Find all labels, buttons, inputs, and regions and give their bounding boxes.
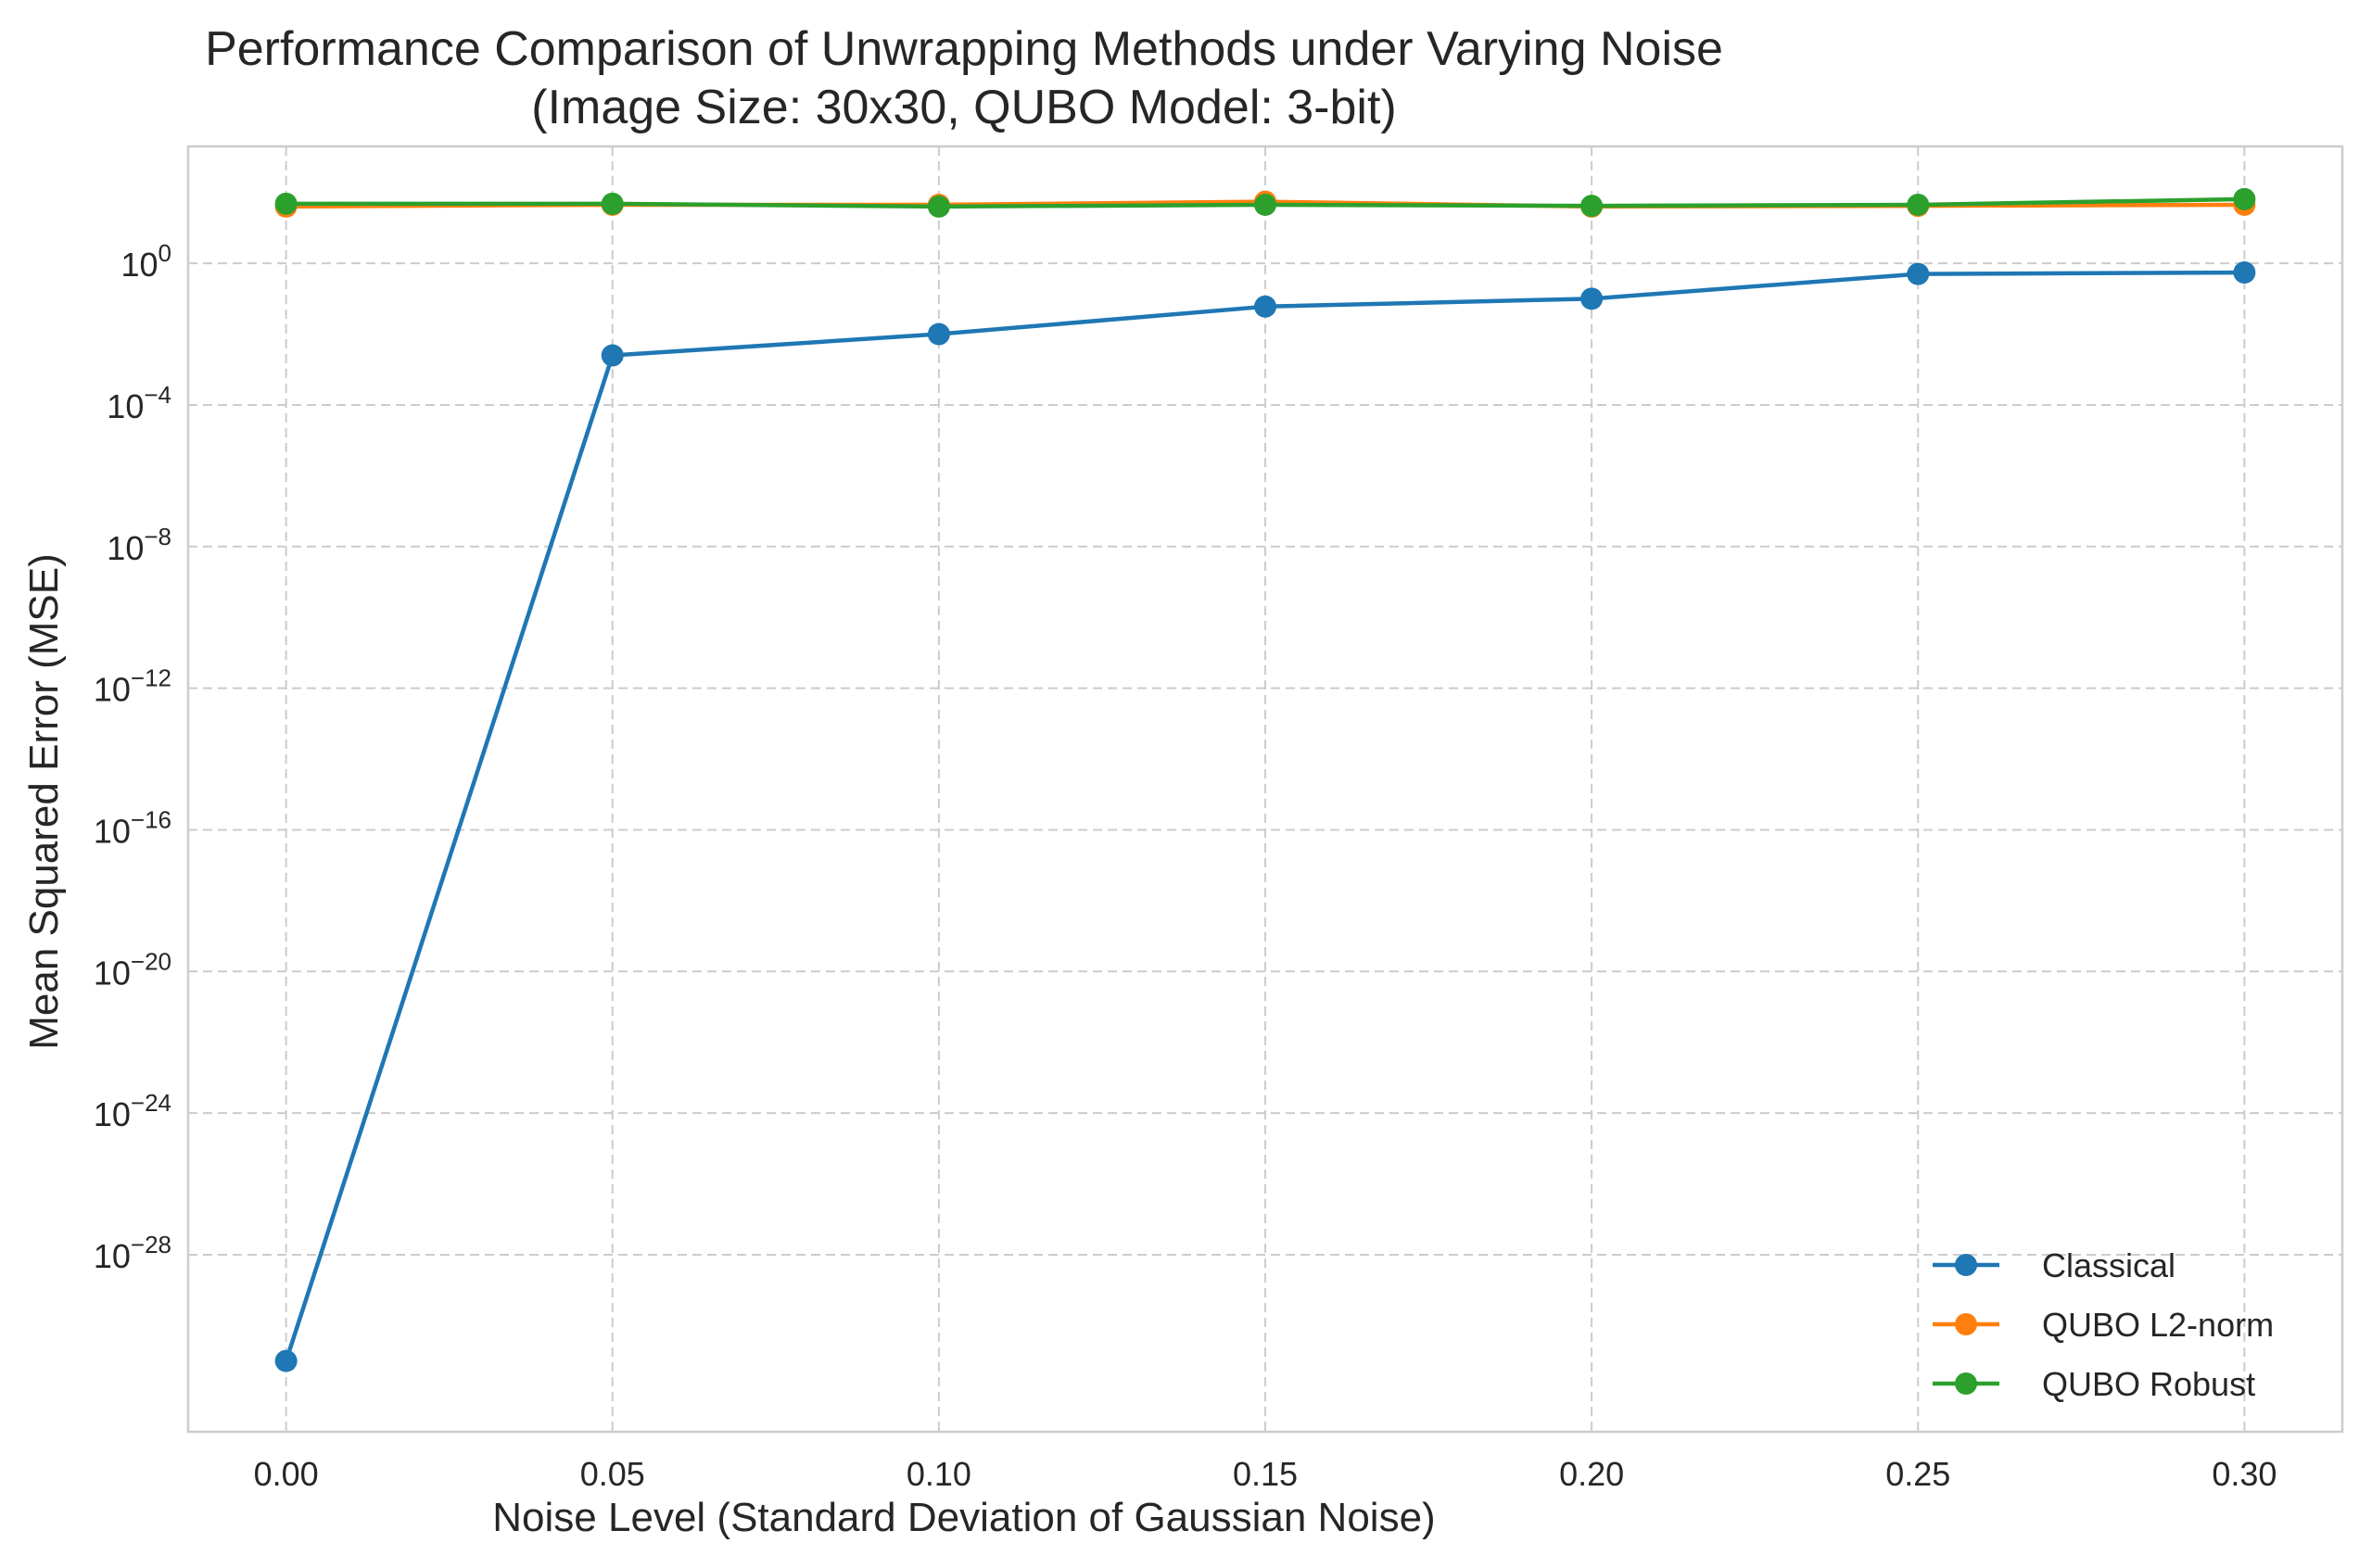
y-tick-label: 10−4 [107, 381, 171, 425]
x-tick-label: 0.00 [254, 1455, 319, 1493]
x-tick-label: 0.25 [1885, 1455, 1950, 1493]
data-point [1580, 287, 1604, 310]
data-point [2233, 187, 2256, 210]
y-tick-label: 10−24 [94, 1089, 171, 1133]
chart-title: Performance Comparison of Unwrapping Met… [205, 22, 1723, 76]
x-axis-label: Noise Level (Standard Deviation of Gauss… [492, 1495, 1435, 1540]
data-point [927, 322, 950, 346]
x-tick-label: 0.10 [907, 1455, 971, 1493]
legend-swatch-marker [1955, 1313, 1977, 1335]
legend-item-label: QUBO L2-norm [2042, 1306, 2274, 1344]
data-point [2233, 261, 2256, 285]
data-point [274, 192, 298, 215]
x-tick-label: 0.30 [2212, 1455, 2277, 1493]
data-point [1580, 195, 1604, 218]
chart-subtitle: (Image Size: 30x30, QUBO Model: 3-bit) [531, 81, 1397, 134]
x-tick-label: 0.20 [1559, 1455, 1624, 1493]
y-tick-label: 10−8 [107, 523, 171, 567]
data-point [1254, 295, 1276, 318]
y-tick-label: 10−28 [94, 1231, 171, 1275]
legend-item-label: QUBO Robust [2042, 1365, 2255, 1403]
series-qubo-robust [274, 187, 2256, 218]
y-tick-label: 10−12 [94, 664, 171, 709]
data-point [601, 192, 624, 215]
data-point [1907, 193, 1930, 216]
x-tick-label: 0.15 [1233, 1455, 1298, 1493]
legend-item-label: Classical [2042, 1246, 2175, 1284]
legend-swatch-marker [1955, 1254, 1977, 1276]
data-point [601, 344, 624, 367]
y-tick-label: 100 [121, 239, 171, 284]
plot-frame [186, 145, 2344, 1434]
plot-area: 0.00 0.05 0.10 0.15 0.20 0.25 0.30 100 10−4 10−8 1… [94, 145, 2344, 1493]
data-point [1907, 262, 1930, 285]
data-point [1254, 193, 1276, 216]
y-tick-label: 10−16 [94, 805, 171, 850]
data-point [927, 195, 950, 218]
data-point [274, 1349, 298, 1372]
legend: Classical QUBO L2-norm QUBO Robust [1933, 1246, 2274, 1403]
y-tick-label: 10−20 [94, 947, 171, 992]
y-axis-label: Mean Squared Error (MSE) [21, 553, 67, 1050]
x-tick-label: 0.05 [580, 1455, 645, 1493]
legend-swatch-marker [1955, 1372, 1977, 1395]
series-classical [274, 261, 2256, 1372]
